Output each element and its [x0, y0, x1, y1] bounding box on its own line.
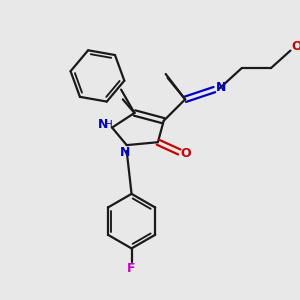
Text: N: N	[120, 146, 130, 159]
Text: F: F	[127, 262, 136, 275]
Text: H: H	[105, 120, 113, 130]
Text: O: O	[291, 40, 300, 53]
Text: N: N	[216, 81, 226, 94]
Text: N: N	[98, 118, 109, 131]
Text: O: O	[181, 147, 191, 161]
